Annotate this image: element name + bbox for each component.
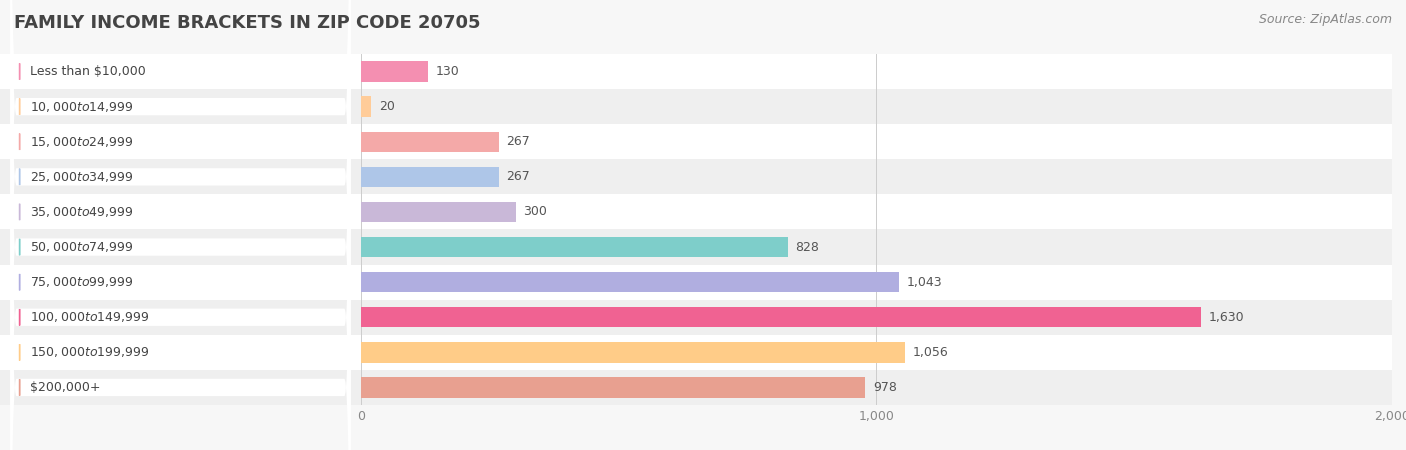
Bar — [361, 61, 427, 82]
Bar — [0, 265, 1392, 300]
Text: $50,000 to $74,999: $50,000 to $74,999 — [30, 240, 134, 254]
Text: $25,000 to $34,999: $25,000 to $34,999 — [30, 170, 134, 184]
Bar — [361, 272, 898, 292]
Text: 1,043: 1,043 — [907, 276, 942, 288]
Text: 1,056: 1,056 — [912, 346, 949, 359]
Bar — [361, 237, 787, 257]
Text: Less than $10,000: Less than $10,000 — [30, 65, 146, 78]
Bar — [0, 124, 1392, 159]
FancyBboxPatch shape — [10, 0, 350, 450]
Bar — [0, 300, 1392, 335]
Text: $100,000 to $149,999: $100,000 to $149,999 — [30, 310, 149, 324]
Text: 1,630: 1,630 — [1209, 311, 1244, 324]
Bar — [0, 194, 1392, 230]
Bar — [361, 131, 499, 152]
Text: $150,000 to $199,999: $150,000 to $199,999 — [30, 345, 149, 360]
Text: Source: ZipAtlas.com: Source: ZipAtlas.com — [1258, 14, 1392, 27]
Text: 300: 300 — [523, 206, 547, 218]
Text: 828: 828 — [796, 241, 820, 253]
FancyBboxPatch shape — [10, 0, 350, 450]
FancyBboxPatch shape — [10, 0, 350, 450]
Text: $75,000 to $99,999: $75,000 to $99,999 — [30, 275, 134, 289]
Text: 978: 978 — [873, 381, 897, 394]
Bar — [361, 202, 516, 222]
Bar — [361, 377, 865, 398]
Text: 130: 130 — [436, 65, 460, 78]
Text: 267: 267 — [506, 171, 530, 183]
Bar — [361, 166, 499, 187]
Bar — [0, 230, 1392, 265]
Bar — [0, 89, 1392, 124]
Text: $15,000 to $24,999: $15,000 to $24,999 — [30, 135, 134, 149]
FancyBboxPatch shape — [10, 0, 350, 450]
Text: 267: 267 — [506, 135, 530, 148]
Text: $200,000+: $200,000+ — [30, 381, 100, 394]
Text: $35,000 to $49,999: $35,000 to $49,999 — [30, 205, 134, 219]
FancyBboxPatch shape — [10, 0, 350, 450]
Text: FAMILY INCOME BRACKETS IN ZIP CODE 20705: FAMILY INCOME BRACKETS IN ZIP CODE 20705 — [14, 14, 481, 32]
Bar — [361, 96, 371, 117]
Text: 20: 20 — [380, 100, 395, 113]
Bar — [0, 370, 1392, 405]
Bar — [361, 342, 905, 363]
FancyBboxPatch shape — [10, 0, 350, 450]
Text: $10,000 to $14,999: $10,000 to $14,999 — [30, 99, 134, 114]
Bar — [0, 159, 1392, 194]
Bar — [361, 307, 1201, 328]
Bar — [0, 54, 1392, 89]
FancyBboxPatch shape — [10, 0, 350, 450]
FancyBboxPatch shape — [10, 0, 350, 450]
FancyBboxPatch shape — [10, 0, 350, 450]
Bar — [0, 335, 1392, 370]
FancyBboxPatch shape — [10, 0, 350, 450]
